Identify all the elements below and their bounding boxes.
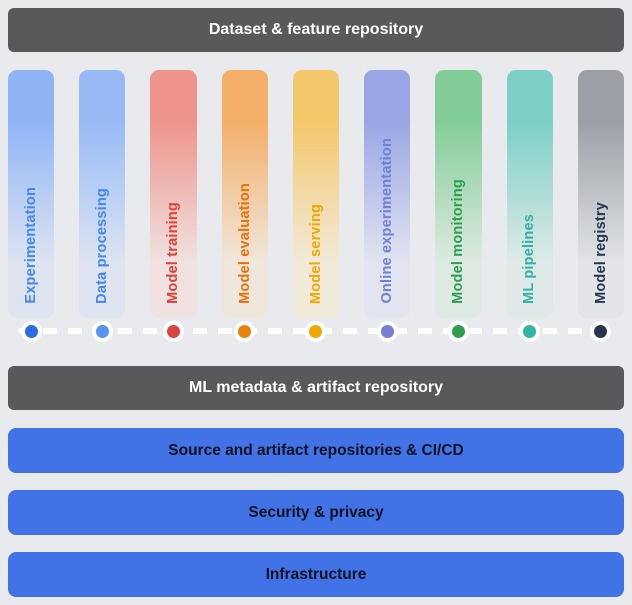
infrastructure-label: Infrastructure bbox=[265, 565, 367, 583]
dot-cell-data-processing bbox=[79, 324, 125, 338]
ml-metadata-artifact-repository-label: ML metadata & artifact repository bbox=[189, 379, 443, 396]
dot-cell-experimentation bbox=[8, 324, 54, 338]
column-model-registry-label: Model registry bbox=[592, 202, 609, 304]
dataset-feature-repository-label: Dataset & feature repository bbox=[208, 21, 424, 38]
column-model-serving: Model serving bbox=[292, 70, 340, 318]
column-online-experimentation-label: Online experimentation bbox=[378, 138, 395, 304]
dot-model-registry bbox=[594, 324, 608, 338]
column-data-processing-label: Data processing bbox=[94, 188, 111, 304]
dot-cell-model-registry bbox=[578, 324, 624, 338]
column-experimentation-label: Experimentation bbox=[22, 187, 39, 304]
dataset-feature-repository-bar: Dataset & feature repository bbox=[8, 8, 624, 52]
column-model-registry: Model registry bbox=[577, 70, 624, 318]
dot-cell-online-experimentation bbox=[364, 324, 410, 338]
dot-model-evaluation bbox=[238, 324, 252, 338]
column-model-monitoring: Model monitoring bbox=[435, 70, 482, 318]
column-model-serving-label: Model serving bbox=[307, 203, 324, 304]
column-data-processing: Data processing bbox=[79, 70, 126, 318]
column-model-training: Model training bbox=[150, 70, 197, 318]
dot-cell-ml-pipelines bbox=[507, 324, 553, 338]
column-model-evaluation-label: Model evaluation bbox=[236, 183, 253, 304]
dot-data-processing bbox=[95, 324, 109, 338]
dot-cell-model-serving bbox=[293, 324, 339, 338]
column-model-training-label: Model training bbox=[165, 202, 182, 304]
dot-model-training bbox=[167, 324, 181, 338]
dot-ml-pipelines bbox=[523, 324, 537, 338]
dot-cell-model-evaluation bbox=[222, 324, 268, 338]
source-artifact-repositories-cicd-label: Source and artifact repositories & CI/CD bbox=[168, 441, 464, 459]
process-columns: Experimentation Data processing Model tr… bbox=[8, 70, 624, 318]
column-model-monitoring-label: Model monitoring bbox=[450, 179, 467, 304]
dot-model-monitoring bbox=[451, 324, 465, 338]
dot-model-serving bbox=[309, 324, 323, 338]
column-model-evaluation: Model evaluation bbox=[221, 70, 268, 318]
column-ml-pipelines-label: ML pipelines bbox=[521, 214, 538, 304]
security-privacy-label: Security & privacy bbox=[248, 503, 384, 521]
dot-cell-model-monitoring bbox=[435, 324, 481, 338]
security-privacy-bar: Security & privacy bbox=[8, 490, 624, 535]
dot-experimentation bbox=[24, 324, 38, 338]
source-artifact-repositories-cicd-bar: Source and artifact repositories & CI/CD bbox=[8, 428, 624, 473]
column-online-experimentation: Online experimentation bbox=[364, 70, 411, 318]
column-ml-pipelines: ML pipelines bbox=[506, 70, 553, 318]
process-connector bbox=[8, 318, 624, 344]
infrastructure-bar: Infrastructure bbox=[8, 552, 624, 597]
dot-cell-model-training bbox=[150, 324, 196, 338]
ml-metadata-artifact-repository-bar: ML metadata & artifact repository bbox=[8, 366, 624, 410]
column-experimentation: Experimentation bbox=[8, 70, 55, 318]
dot-online-experimentation bbox=[380, 324, 394, 338]
